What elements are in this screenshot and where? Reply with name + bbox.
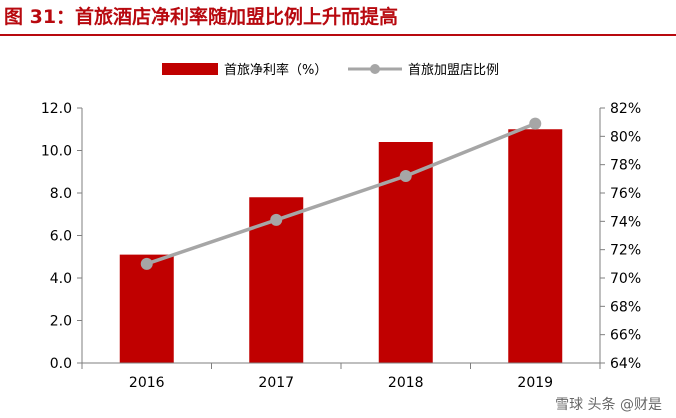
legend-label-franchise-ratio: 首旅加盟店比例 [408,63,499,78]
y-right-tick-label: 74% [610,214,641,230]
y-right-tick-label: 82% [610,101,641,117]
line-point-2017 [270,213,283,226]
bar-2016 [119,254,174,363]
title-rule [0,34,676,36]
y-left-tick-label: 10.0 [41,144,72,160]
y-left-tick-label: 12.0 [41,101,72,117]
y-right-tick-label: 76% [610,186,641,202]
legend-swatch-net-margin [162,63,218,75]
x-tick-label: 2017 [258,375,294,391]
axes [77,107,605,369]
x-tick-label: 2018 [388,375,424,391]
legend: 首旅净利率（%） 首旅加盟店比例 [162,62,499,78]
y-right-tick-label: 80% [610,129,641,145]
y-right-tick-label: 66% [610,328,641,344]
y-right-tick-label: 78% [610,158,641,174]
y-left-tick-label: 8.0 [50,186,72,202]
y-left-tick-label: 2.0 [50,314,72,330]
y-left-tick-label: 4.0 [50,271,72,287]
x-tick-label: 2016 [129,375,165,391]
bar-2019 [508,129,563,363]
line-series [140,117,542,270]
y-left-tick-label: 0.0 [50,356,72,372]
tick-labels: 0.0 2.0 4.0 6.0 8.0 10.0 12.0 64% 66% 68% 70% 72% 74… [41,101,641,391]
y-right-tick-label: 64% [610,356,641,372]
legend-marker-franchise-ratio [370,64,380,74]
y-right-tick-label: 72% [610,243,641,259]
y-right-tick-label: 68% [610,299,641,315]
legend-label-net-margin: 首旅净利率（%） [224,62,327,78]
y-right-tick-label: 70% [610,271,641,287]
watermark: 雪球 头条 @财是 [555,397,662,413]
y-left-tick-label: 6.0 [50,229,72,245]
line-point-2016 [140,257,153,270]
line-point-2019 [529,117,542,130]
figure-title: 图 31：首旅酒店净利率随加盟比例上升而提高 [4,6,399,28]
line-point-2018 [399,170,412,182]
franchise-ratio-line [146,121,536,266]
bar-series [119,129,563,363]
x-tick-label: 2019 [517,375,553,391]
